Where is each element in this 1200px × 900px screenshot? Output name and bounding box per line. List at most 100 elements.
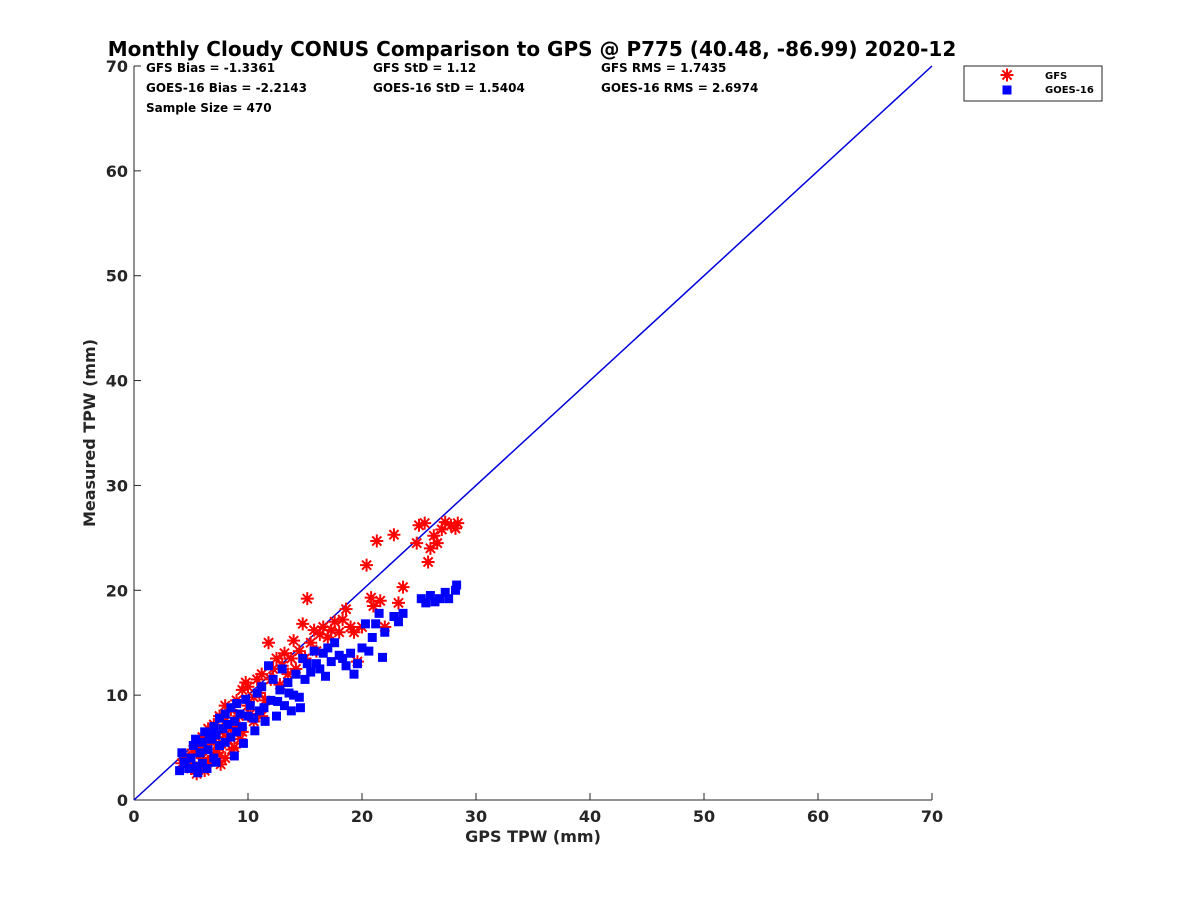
gfs-rms-text: GFS RMS = 1.7435: [601, 61, 726, 75]
goes-16-point: [294, 692, 304, 702]
goes-16-point: [300, 674, 310, 684]
goes-16-point: [374, 608, 384, 618]
gfs-point: [296, 617, 310, 631]
goes-16-point: [357, 643, 367, 653]
gfs-point: [378, 620, 392, 634]
gfs-point: [273, 678, 287, 692]
gfs-point: [277, 646, 291, 660]
gfs-point: [435, 522, 449, 536]
gfs-point: [235, 725, 249, 739]
goes-16-point: [197, 758, 207, 768]
gfs-point: [258, 693, 272, 707]
goes-16-point: [283, 678, 293, 688]
goes-16-point: [277, 664, 287, 674]
goes-16-point: [211, 757, 221, 767]
goes-16-point: [232, 727, 242, 737]
goes-16-point: [338, 653, 348, 663]
gfs-point: [255, 709, 269, 723]
gfs-point: [316, 620, 330, 634]
x-tick-label: 20: [351, 807, 373, 826]
goes-16-point: [318, 648, 328, 658]
goes-16-point: [218, 724, 228, 734]
gfs-point: [347, 625, 361, 639]
gfs-point: [418, 516, 432, 530]
goes-16-point: [209, 722, 219, 732]
gfs-point: [266, 662, 280, 676]
goes-16-point: [243, 711, 253, 721]
goes-16-point: [346, 648, 356, 658]
y-tick-label: 0: [117, 791, 128, 810]
gfs-point: [304, 636, 318, 650]
goes-16-point: [421, 598, 431, 608]
goes-16-point: [220, 737, 230, 747]
y-tick-label: 30: [106, 476, 128, 495]
gfs-point: [284, 651, 298, 665]
goes-16-point: [279, 701, 289, 711]
legend-gfs-marker: [1000, 68, 1014, 82]
goes-16-point: [195, 748, 205, 758]
gfs-point: [307, 623, 321, 637]
x-tick-label: 30: [465, 807, 487, 826]
y-tick-label: 20: [106, 581, 128, 600]
goes-16-point: [249, 713, 259, 723]
goes-16-point: [259, 703, 269, 713]
goes-16-point: [295, 703, 305, 713]
goes-16-point: [380, 627, 390, 637]
gfs-point: [451, 516, 465, 530]
gfs-point: [321, 630, 335, 644]
gfs-point: [396, 580, 410, 594]
goes-16-point: [393, 617, 403, 627]
goes-16-point: [416, 594, 426, 604]
goes-16-point: [326, 657, 336, 667]
gfs-bias-text: GFS Bias = -1.3361: [146, 61, 275, 75]
gfs-point: [235, 683, 249, 697]
gfs-point: [427, 529, 441, 543]
goes-16-point: [291, 669, 301, 679]
x-tick-label: 60: [807, 807, 829, 826]
goes-16-point: [202, 764, 212, 774]
goes-16-point: [184, 764, 194, 774]
goes-16-point: [238, 738, 248, 748]
goes-16-point: [192, 761, 202, 771]
x-tick-label: 50: [693, 807, 715, 826]
goes-16-point: [389, 612, 399, 621]
chart-title: Monthly Cloudy CONUS Comparison to GPS @…: [108, 37, 957, 61]
goes-16-point: [250, 726, 260, 736]
gfs-point: [360, 558, 374, 572]
goes-16-point: [235, 709, 245, 719]
series-goes-16: [175, 580, 462, 778]
gfs-point: [410, 536, 424, 550]
goes-16-point: [229, 751, 239, 761]
goes-16-point: [289, 690, 299, 700]
gfs-point: [373, 594, 387, 608]
y-tick-label: 10: [106, 686, 128, 705]
x-tick-label: 0: [128, 807, 139, 826]
legend-gfs-asterisk: [1000, 68, 1014, 82]
gfs-point: [387, 528, 401, 542]
gfs-point: [218, 699, 232, 713]
gfs-point: [287, 634, 301, 648]
goes-16-point: [264, 661, 274, 671]
goes-16-point: [200, 727, 210, 737]
goes-16-point: [203, 745, 213, 755]
gfs-point: [364, 591, 378, 605]
goes-16-point: [177, 748, 187, 758]
goes-16-point: [309, 646, 319, 656]
gfs-point: [391, 596, 405, 610]
y-tick-label: 70: [106, 57, 128, 76]
goes-16-point: [430, 597, 440, 607]
gfs-std-text: GFS StD = 1.12: [373, 61, 476, 75]
gfs-point: [366, 599, 380, 613]
goes-16-point: [188, 740, 198, 750]
one-to-one-line: [133, 65, 933, 801]
gfs-point: [239, 676, 253, 690]
gfs-point: [336, 613, 350, 627]
goes-16-point: [260, 716, 270, 726]
goes-16-point: [425, 591, 435, 601]
goes-16-point: [364, 646, 374, 656]
goes-16-point: [252, 688, 262, 698]
goes-16-point: [268, 674, 278, 684]
goes-16-point: [323, 643, 333, 653]
goes-16-point: [197, 737, 207, 747]
goes-16-point: [360, 619, 370, 629]
